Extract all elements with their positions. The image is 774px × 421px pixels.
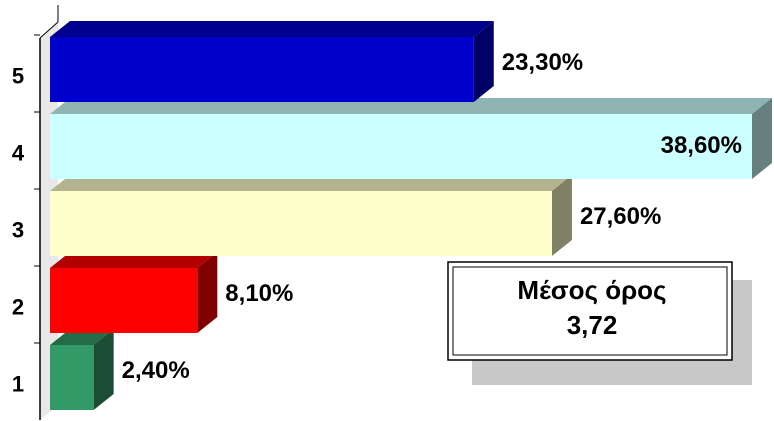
axis-line: [39, 21, 59, 39]
value-label: 27,60%: [580, 203, 661, 230]
bar-side: [93, 329, 114, 410]
value-label: 8,10%: [225, 280, 293, 307]
annotation-value: 3,72: [567, 310, 618, 340]
y-tick-label: 3: [12, 217, 24, 242]
bar-side: [197, 252, 218, 333]
annotation-box: [447, 261, 733, 361]
y-tick-label: 4: [12, 140, 25, 165]
y-tick-label: 5: [12, 63, 24, 88]
bar-top: [50, 21, 494, 37]
bar: [50, 268, 198, 333]
bar-side: [551, 175, 572, 256]
bar: [50, 191, 552, 256]
bar: [50, 114, 752, 179]
bar-side: [752, 98, 772, 179]
value-label: 38,60%: [661, 132, 742, 159]
annotation-title: Μέσος όρος: [517, 275, 666, 305]
bar: [50, 345, 94, 410]
y-tick-label: 1: [12, 371, 24, 396]
bar-side: [473, 21, 494, 102]
annotation-box-inner: [452, 266, 728, 356]
value-label: 23,30%: [502, 49, 583, 76]
bar: [50, 37, 474, 102]
value-label: 2,40%: [122, 357, 190, 384]
y-tick-label: 2: [12, 294, 24, 319]
